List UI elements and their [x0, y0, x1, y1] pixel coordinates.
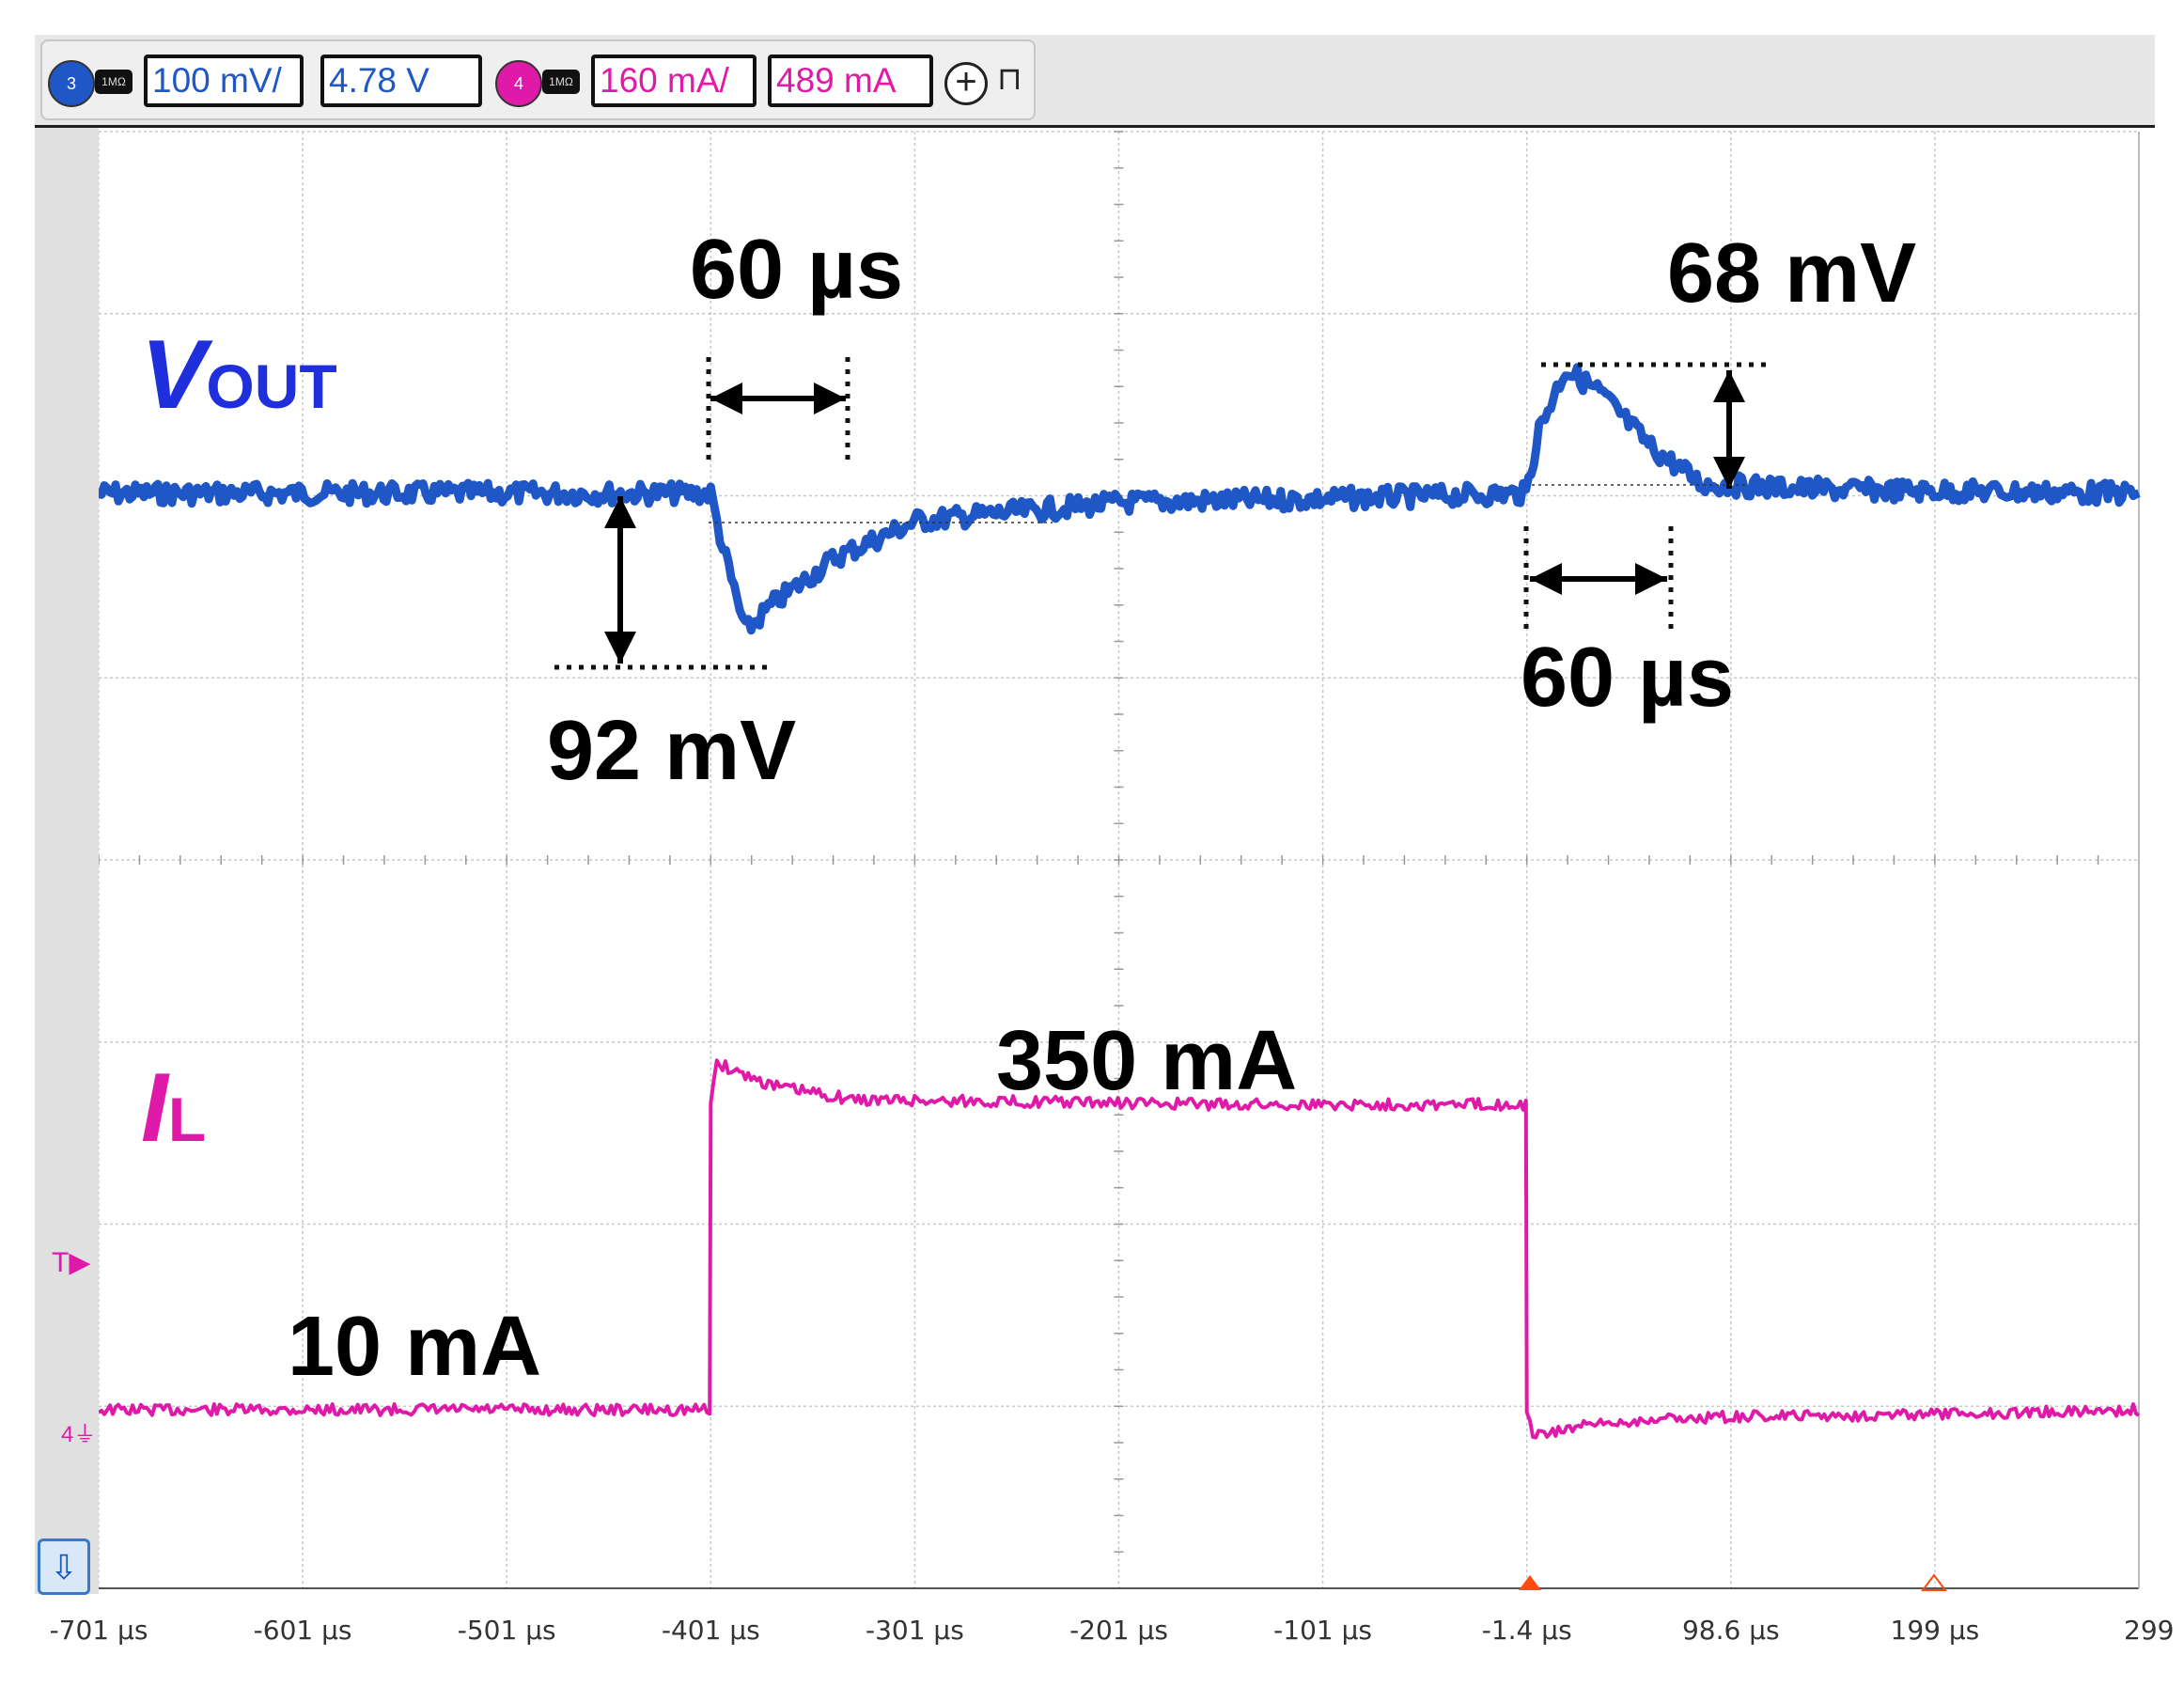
ch4-impedance: 1MΩ: [542, 70, 580, 94]
dip-duration-label: 60 µs: [690, 223, 904, 317]
overshoot-duration-arrow-head-start: [1530, 563, 1562, 595]
download-icon[interactable]: ⇩: [38, 1539, 90, 1595]
x-tick-label: -101 µs: [1273, 1615, 1373, 1646]
left-marker-strip: T▶ 4⏚: [35, 128, 99, 1594]
x-tick-label: -701 µs: [49, 1615, 148, 1646]
overshoot-duration-label: 60 µs: [1521, 631, 1735, 725]
pin-icon[interactable]: ⊓: [997, 61, 1022, 97]
ch3-scale-field[interactable]: 100 mV/: [144, 55, 304, 107]
high-current-label: 350 mA: [996, 1014, 1298, 1108]
reference-marker: [1921, 1573, 1947, 1591]
plus-icon[interactable]: +: [944, 62, 988, 105]
x-tick-label: 98.6 µs: [1681, 1615, 1780, 1646]
x-tick-label: -501 µs: [457, 1615, 556, 1646]
overshoot-amplitude-arrow-head-end: [1713, 457, 1745, 489]
dip-duration-arrow-head-end: [814, 383, 846, 414]
ch3-offset-field[interactable]: 4.78 V: [320, 55, 482, 107]
overshoot-amplitude-label: 68 mV: [1667, 226, 1917, 320]
overshoot-duration-arrow-head-end: [1635, 563, 1667, 595]
x-tick-label: -601 µs: [253, 1615, 352, 1646]
channel-settings-bar: 3 1MΩ 100 mV/ 4.78 V 4 1MΩ 160 mA/ 489 m…: [40, 39, 1036, 120]
vout-waveform: [96, 363, 2141, 635]
low-current-label: 10 mA: [288, 1300, 542, 1394]
overshoot-amplitude-arrow-head-start: [1713, 370, 1745, 402]
vout-trace-label: VOUT: [141, 320, 337, 430]
x-tick-label: -1.4 µs: [1481, 1615, 1572, 1646]
dip-amplitude-arrow-head-start: [604, 496, 636, 528]
dip-duration-arrow-head-start: [710, 383, 742, 414]
ch4-offset-field[interactable]: 489 mA: [768, 55, 933, 107]
ch3-impedance: 1MΩ: [95, 70, 133, 94]
trigger-position-marker: [1519, 1575, 1541, 1590]
x-tick-label: -401 µs: [661, 1615, 760, 1646]
ch3-badge[interactable]: 3: [48, 60, 95, 107]
oscilloscope-screen: [35, 35, 2155, 1653]
x-tick-label: -201 µs: [1069, 1615, 1168, 1646]
ch4-scale-field[interactable]: 160 mA/: [591, 55, 757, 107]
dip-amplitude-label: 92 mV: [547, 704, 797, 798]
ch4-ground-marker[interactable]: 4⏚: [61, 1422, 97, 1447]
il-waveform: [97, 1058, 2140, 1440]
x-tick-label: -301 µs: [865, 1615, 964, 1646]
ch4-badge[interactable]: 4: [495, 60, 542, 107]
scope-toolbar: 3 1MΩ 100 mV/ 4.78 V 4 1MΩ 160 mA/ 489 m…: [35, 35, 2155, 128]
dip-amplitude-arrow-head-end: [604, 632, 636, 664]
x-tick-label: 299 µs: [2124, 1615, 2184, 1646]
x-tick-label: 199 µs: [1890, 1615, 1980, 1646]
il-trace-label: IL: [141, 1054, 207, 1163]
trigger-level-marker[interactable]: T▶: [52, 1247, 91, 1278]
